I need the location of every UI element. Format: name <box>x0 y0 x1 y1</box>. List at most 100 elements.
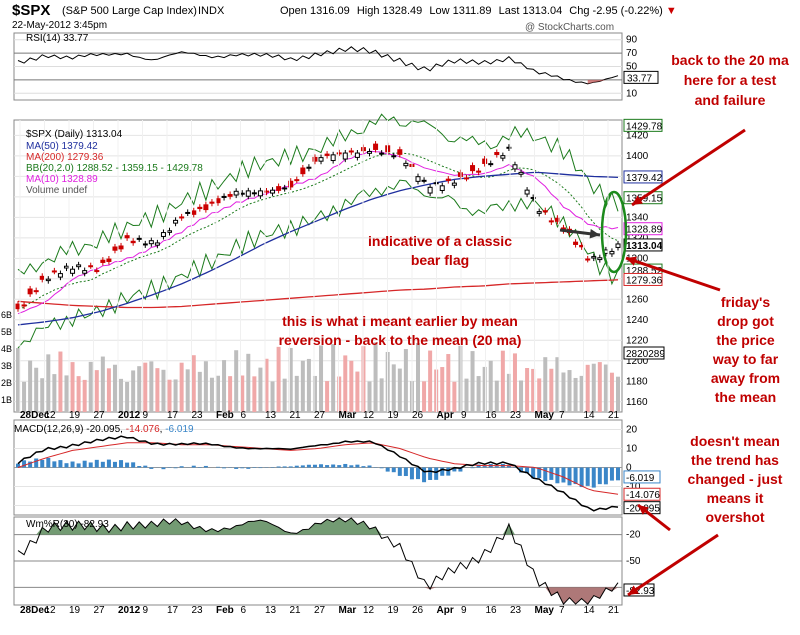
volume-tick-3: 3B <box>1 361 12 371</box>
wmr-overbought-fill <box>18 517 618 535</box>
x-axis-label-0-2: 19 <box>69 410 81 421</box>
macd-hist-bar <box>494 466 499 468</box>
macd-hist-bar <box>470 467 475 469</box>
macd-hist-bar <box>422 467 427 483</box>
volume-bar <box>349 360 354 412</box>
legend-volume: Volume undef <box>26 185 88 196</box>
price-label-6: 1279.36 <box>626 275 663 286</box>
price-candle <box>415 173 421 185</box>
macd-hist-bar <box>222 467 227 469</box>
macd-hist-bar <box>149 467 154 469</box>
x-axis-label-0-22: 7 <box>559 410 565 421</box>
volume-bar <box>494 380 499 412</box>
price-candle <box>45 276 51 284</box>
volume-bar <box>500 350 505 412</box>
price-candle <box>209 199 215 207</box>
price-candle <box>470 162 476 174</box>
macd-tick-0: 0 <box>626 463 632 474</box>
price-candle <box>342 149 348 163</box>
macd-hist-bar <box>76 463 81 468</box>
macd-hist-bar <box>585 467 590 486</box>
macd-hist-bar <box>591 467 596 488</box>
x-axis-label-0-0: 28Dec <box>20 410 50 421</box>
macd-hist-bar <box>179 466 184 468</box>
price-candle <box>245 187 251 200</box>
volume-bar <box>40 378 45 412</box>
price-candle <box>233 188 239 199</box>
price-candle <box>82 267 88 277</box>
price-candle <box>136 235 142 242</box>
price-candle <box>160 229 166 240</box>
macd-hist-bar <box>191 465 196 468</box>
volume-bar <box>591 363 596 412</box>
price-candle <box>457 169 463 180</box>
ohlc-readout: Open 1316.09 High 1328.49 Low 1311.89 La… <box>280 5 677 17</box>
volume-last-box <box>623 346 665 360</box>
price-tick-1320: 1320 <box>626 233 649 244</box>
price-candle <box>76 261 82 270</box>
macd-hist-bar <box>482 466 487 468</box>
open-value: 1316.09 <box>309 5 350 17</box>
price-candle <box>367 148 373 157</box>
macd-tick-20: 20 <box>626 425 638 436</box>
x-axis-label-0-7: 23 <box>192 410 204 421</box>
macd-signal-value: -14.076 <box>125 424 160 435</box>
x-axis-label-1-2: 19 <box>69 605 81 616</box>
macd-hist-bar <box>385 467 390 472</box>
x-axis-label-1-6: 17 <box>167 605 179 616</box>
arrow-20ma-test <box>631 128 746 207</box>
legend-ma200: MA(200) 1279.36 <box>26 152 104 163</box>
macd-hist-bar <box>446 467 451 476</box>
volume-bar <box>58 351 63 412</box>
volume-bar <box>240 375 245 412</box>
macd-hist-bar <box>16 463 20 468</box>
volume-bar <box>537 378 542 412</box>
volume-bar <box>137 366 142 412</box>
x-axis-label-0-16: 26 <box>412 410 424 421</box>
macd-hist-bar <box>361 466 366 468</box>
volume-bar <box>22 381 27 412</box>
volume-bar <box>149 361 154 412</box>
volume-bar <box>452 381 457 412</box>
macd-hist-bar <box>561 467 566 483</box>
x-axis-label-0-24: 21 <box>608 410 620 421</box>
price-candle <box>518 169 524 178</box>
price-candle <box>185 209 191 216</box>
macd-hist-bar <box>434 467 439 480</box>
price-candle <box>354 149 360 161</box>
macd-hist-bar <box>40 459 45 468</box>
volume-bar <box>555 357 560 412</box>
volume-bar <box>319 345 324 412</box>
wmr-oversold-fill <box>18 587 618 605</box>
rsi-tick-90: 90 <box>626 35 638 46</box>
macd-hist-bar <box>246 467 251 469</box>
price-candle <box>615 240 621 251</box>
macd-hist-bar <box>100 461 105 468</box>
price-candle <box>21 301 27 310</box>
wmr-last-label: -82.93 <box>626 586 655 597</box>
price-candle <box>251 189 257 197</box>
macd-hist-bar <box>597 467 602 485</box>
macd-hist-bar <box>506 465 511 468</box>
volume-bar <box>579 375 584 412</box>
macd-legend: MACD(12,26,9) -20.095, -14.076, -6.019 <box>14 424 194 435</box>
macd-hist-bar <box>64 463 69 468</box>
macd-hist-bar <box>173 467 178 469</box>
volume-bar <box>76 376 81 412</box>
price-candle <box>373 141 379 153</box>
price-candle <box>318 154 324 165</box>
x-axis-label-0-12: 27 <box>314 410 326 421</box>
price-candle <box>167 227 173 236</box>
volume-bar <box>470 351 475 412</box>
price-candle <box>445 176 451 184</box>
x-axis-label-1-22: 7 <box>559 605 565 616</box>
price-candle <box>142 240 148 248</box>
volume-bar <box>185 369 190 412</box>
price-tick-1300: 1300 <box>626 253 649 264</box>
volume-bar <box>331 344 336 412</box>
price-candle <box>542 207 548 215</box>
macd-hist-bar <box>58 460 63 468</box>
volume-bar <box>228 376 233 412</box>
macd-hist-bar <box>525 467 530 474</box>
price-legend: MA(50) 1379.42 MA(200) 1279.36 BB(20,2.0… <box>14 141 203 196</box>
